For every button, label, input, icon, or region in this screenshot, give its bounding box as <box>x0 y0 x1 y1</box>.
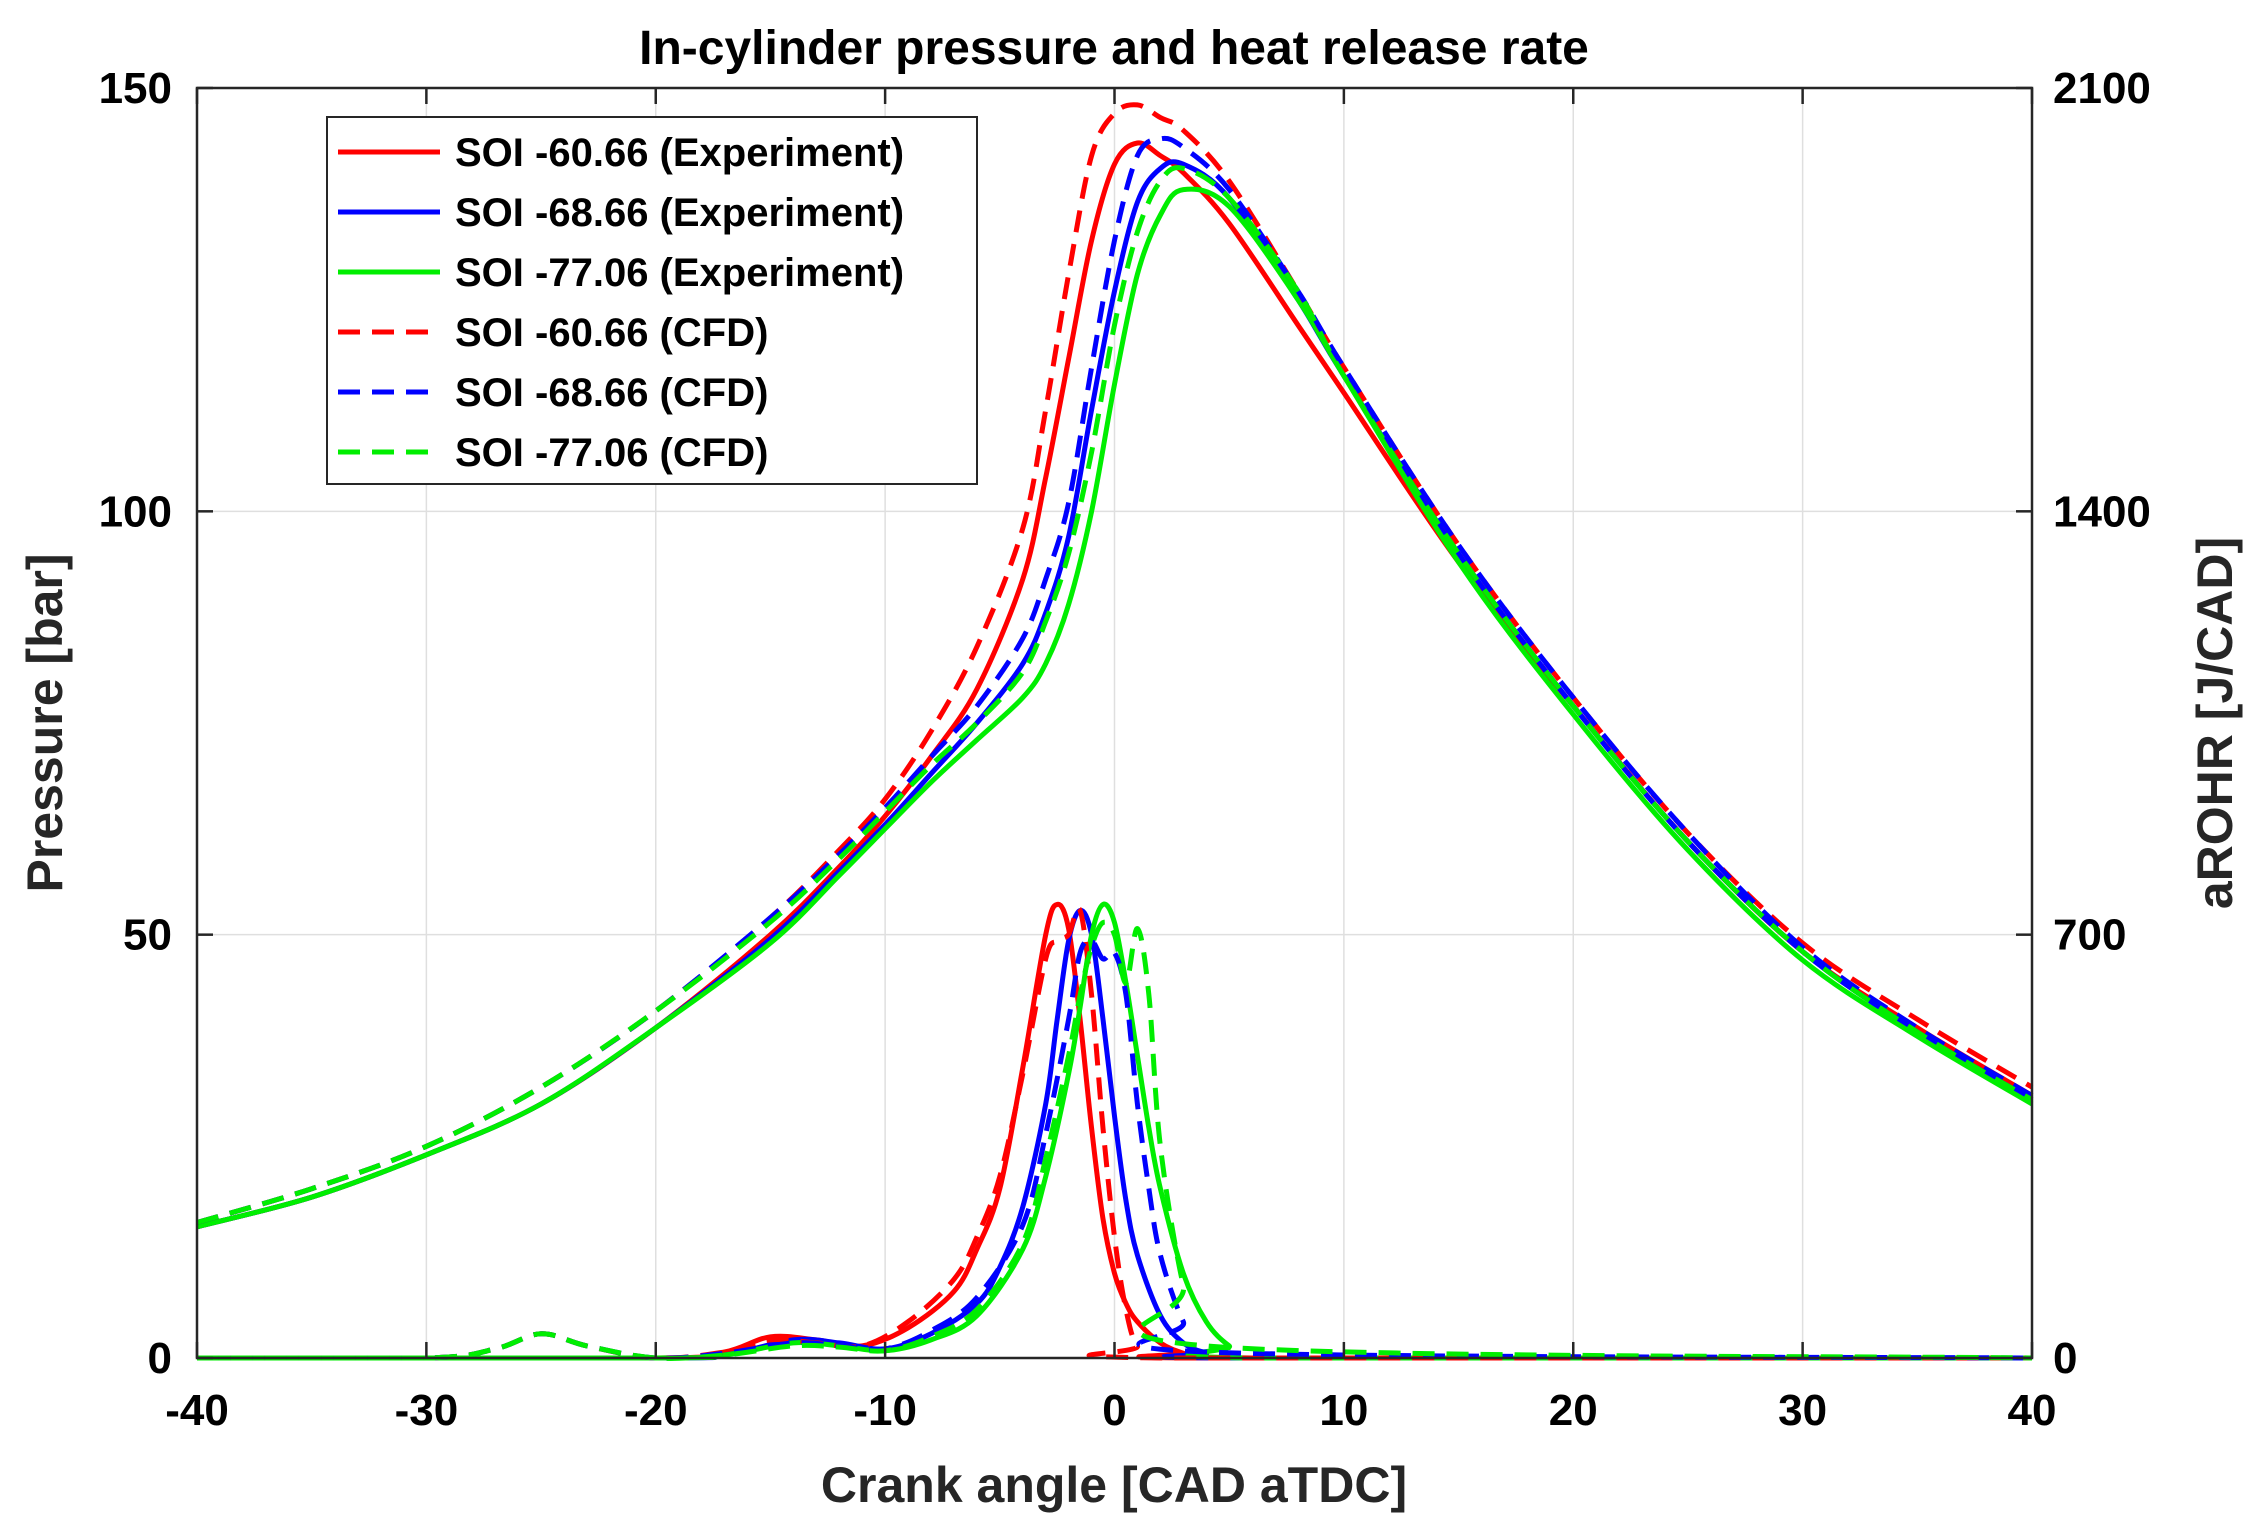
y-tick-label: 100 <box>99 487 172 536</box>
chart-title: In-cylinder pressure and heat release ra… <box>639 22 1589 75</box>
x-tick-label: 10 <box>1319 1386 1368 1435</box>
x-tick-label: 0 <box>1102 1386 1126 1435</box>
x-tick-label: 30 <box>1778 1386 1827 1435</box>
series-line-2 <box>196 186 2034 1230</box>
y-tick-label: 150 <box>99 64 172 113</box>
x-tick-label: -40 <box>165 1386 229 1435</box>
x-tick-label: -20 <box>624 1386 688 1435</box>
legend-box <box>326 116 978 485</box>
legend-label-4: SOI -68.66 (CFD) <box>455 371 768 415</box>
series-line-10 <box>197 937 2033 1361</box>
series-line-5 <box>196 165 2034 1225</box>
y2-tick-label: 2100 <box>2053 64 2151 113</box>
y-tick-label: 50 <box>123 911 172 960</box>
y2-tick-label: 0 <box>2053 1334 2077 1383</box>
ticks <box>195 86 2034 1360</box>
legend-label-3: SOI -60.66 (CFD) <box>455 311 768 355</box>
legend: SOI -60.66 (Experiment) SOI -68.66 (Exper… <box>326 116 978 485</box>
x-tick-label: 20 <box>1549 1386 1598 1435</box>
legend-label-1: SOI -68.66 (Experiment) <box>455 191 904 235</box>
legend-label-5: SOI -77.06 (CFD) <box>455 431 768 475</box>
y2-axis-label: aROHR [J/CAD] <box>2187 537 2243 909</box>
series-line-9 <box>197 905 2032 1361</box>
x-tick-label: 40 <box>2008 1386 2057 1435</box>
x-tick-label: -30 <box>395 1386 459 1435</box>
x-tick-label: -10 <box>853 1386 917 1435</box>
legend-items: SOI -60.66 (Experiment) SOI -68.66 (Exper… <box>338 131 904 475</box>
series-layer <box>196 102 2034 1361</box>
y2-tick-label: 1400 <box>2053 487 2151 536</box>
tick-labels: -40 -30 -20 -10 0 10 20 30 400501001500700140021… <box>99 64 2151 1435</box>
y2-tick-label: 700 <box>2053 911 2126 960</box>
series-line-4 <box>196 135 2034 1225</box>
y-axis-label: Pressure [bar] <box>17 553 73 892</box>
x-axis-label: Crank angle [CAD aTDC] <box>821 1457 1407 1513</box>
legend-label-0: SOI -60.66 (Experiment) <box>455 131 904 175</box>
legend-label-2: SOI -77.06 (Experiment) <box>455 251 904 295</box>
y-tick-label: 0 <box>148 1334 172 1383</box>
